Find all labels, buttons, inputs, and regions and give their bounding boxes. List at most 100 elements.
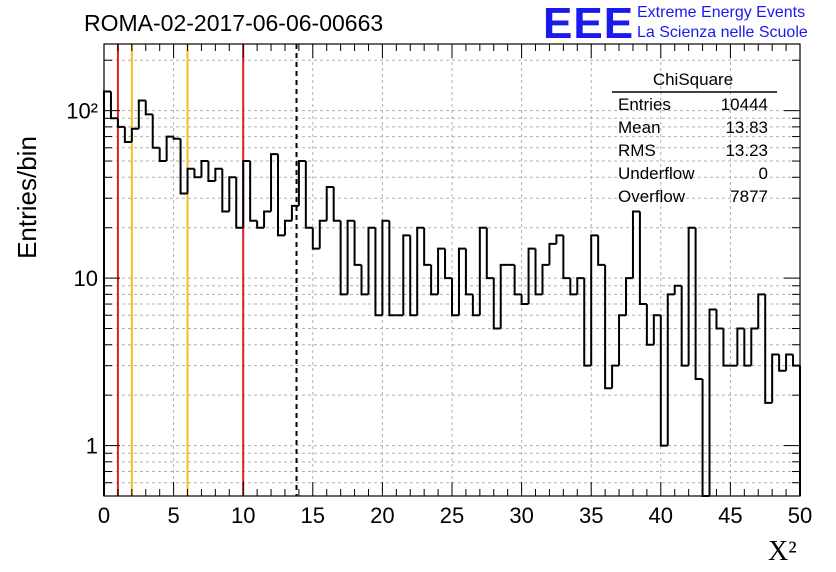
histogram-bin [631,210,640,279]
histogram-bin [687,226,696,366]
chart-title: ROMA-02-2017-06-06-00663 [84,10,384,36]
x-tick-label: 25 [440,503,464,528]
histogram-bin [492,278,501,330]
histogram-bin [416,226,425,316]
histogram-bin [471,294,480,317]
histogram-bin [478,226,487,316]
histogram-bin [235,177,244,229]
histogram-bin [666,293,675,446]
histogram-bin [457,247,466,316]
axis-ticks: 0 5 10 15 20 25 30 35 40 45 50 1 10 10² [66,44,812,528]
histogram-bin [618,314,626,366]
histogram-bin [604,264,613,390]
histogram-bin [165,135,174,162]
histogram-bin [221,168,230,213]
histogram-bin [409,235,418,317]
histogram-bin [137,99,146,129]
histogram-bin [144,100,153,116]
logo-line-2: La Scienza nelle Scuole [637,24,808,41]
histogram-bin [611,364,620,389]
x-tick-label: 50 [788,503,812,528]
histogram-bin [249,161,258,222]
histogram-bin [193,168,202,179]
histogram-bin [576,277,585,295]
stats-box: ChiSquare Entries 10444 Mean 13.83 RMS 13.23 Un… [612,70,777,206]
histogram-bin [743,328,752,367]
histogram-bin [534,248,543,296]
histogram-bin [109,91,118,120]
histogram-bin [437,247,446,295]
histogram-bin [304,161,313,229]
stats-value: 13.23 [725,141,768,160]
histogram-bin [485,227,494,280]
x-tick-label: 35 [579,503,603,528]
histogram-bin [116,118,125,128]
histogram-bin [186,167,195,194]
histogram-bin [778,354,787,372]
stats-title: ChiSquare [653,70,733,89]
y-tick-label: 1 [86,434,98,459]
histogram-bin [694,227,703,380]
stats-label: Entries [618,95,671,114]
histogram-bin [513,264,522,296]
histogram-bin [520,294,529,306]
histogram-bin [130,127,139,142]
histogram-bin [325,185,334,221]
histogram-bin [346,219,355,295]
x-tick-label: 40 [649,503,673,528]
histogram-bin [290,204,299,221]
histogram-bin [638,211,647,306]
histogram-bin [715,309,724,330]
histogram-bin [263,210,272,228]
histogram-bin [757,293,766,329]
histogram-bin [200,160,209,178]
histogram-bin [242,160,251,228]
histogram-bin [659,315,668,447]
histogram-bin [381,219,390,316]
histogram-bin [590,234,599,366]
stats-value: 7877 [730,187,768,206]
histogram-bin [103,90,111,496]
histogram-bin [451,278,459,317]
histogram-bin [402,234,411,316]
histogram-bin [541,263,550,295]
histogram-bin [673,284,682,295]
x-tick-label: 30 [509,503,533,528]
histogram-bin [645,304,654,346]
histogram-bin [562,235,571,280]
y-tick-label: 10² [66,99,98,124]
histogram-bin [367,226,376,295]
histogram-bin [388,220,397,317]
histogram-bin [270,153,278,212]
histogram-bin [374,227,383,317]
histogram-bin [708,308,717,496]
histogram-bin [701,378,710,497]
histogram-bin [297,160,306,206]
histogram-bin [283,219,292,236]
histogram-bin [339,220,348,296]
histogram-bin [172,136,181,140]
x-tick-label: 5 [167,503,179,528]
histogram-bin [625,277,633,316]
histogram-bin [158,147,167,163]
histogram-bin [214,167,223,182]
x-tick-label: 15 [301,503,325,528]
marker-lines [116,44,298,496]
logo-line-1: Extreme Energy Events [637,4,806,21]
histogram-bin [792,354,800,367]
histogram-bin [583,278,592,367]
histogram-bin [750,327,759,366]
histogram-bin [785,353,794,371]
histogram-bin [764,294,773,404]
histogram-bin [652,314,661,345]
x-tick-label: 45 [718,503,742,528]
histogram-bin [277,154,285,237]
histogram-bin [430,264,439,296]
stats-label: Mean [618,118,661,137]
stats-label: Underflow [618,164,695,183]
x-tick-label: 20 [370,503,394,528]
histogram-bin [527,247,536,305]
histogram-bin [318,219,327,249]
eee-logo: EEE Extreme Energy Events La Scienza nel… [543,2,833,48]
